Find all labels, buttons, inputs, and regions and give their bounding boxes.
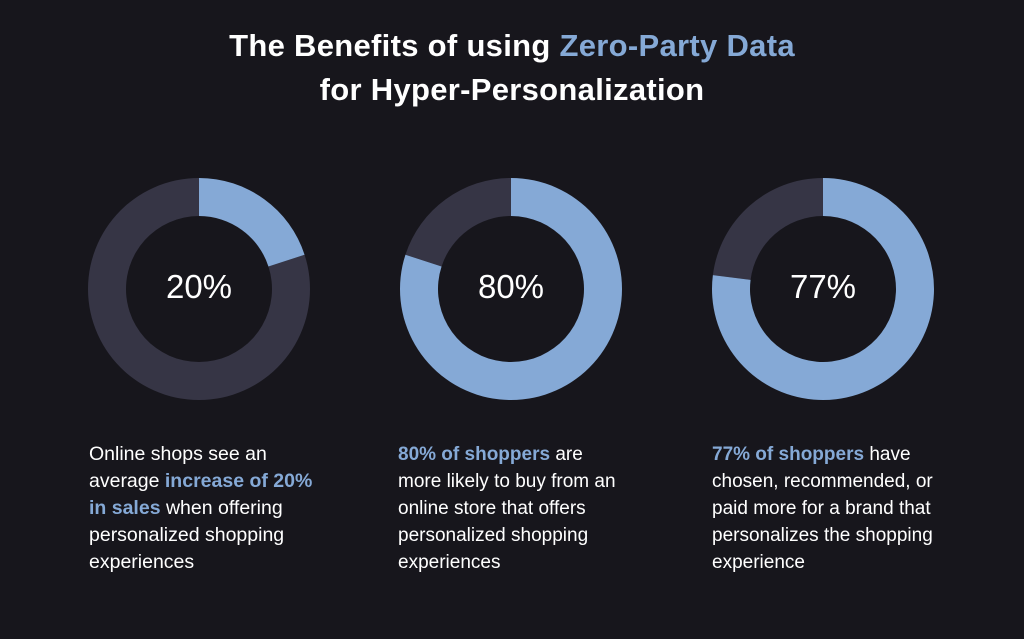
donut-label-3: 77% [789, 268, 857, 305]
description-1: Online shops see an average increase of … [89, 443, 313, 573]
donut-track-segment-1 [87, 178, 311, 400]
title-highlight: Zero-Party Data [559, 28, 795, 63]
donut-label-2: 80% [477, 268, 545, 305]
donut-value-segment-1 [199, 178, 305, 267]
description-3: 77% of shoppers have chosen, recommended… [712, 444, 933, 573]
page-title: The Benefits of using Zero-Party Data fo… [0, 24, 1024, 112]
description-2: 80% of shoppers are more likely to buy f… [398, 444, 616, 573]
donut-track-segment-3 [712, 178, 823, 280]
donut-track-segment-2 [405, 178, 511, 267]
title-line-2: for Hyper-Personalization [319, 72, 705, 107]
donut-value-segment-3 [712, 178, 934, 400]
title-line-1: The Benefits of using Zero-Party Data [229, 28, 795, 63]
donut-value-segment-2 [400, 178, 623, 400]
donut-label-1: 20% [165, 268, 233, 305]
